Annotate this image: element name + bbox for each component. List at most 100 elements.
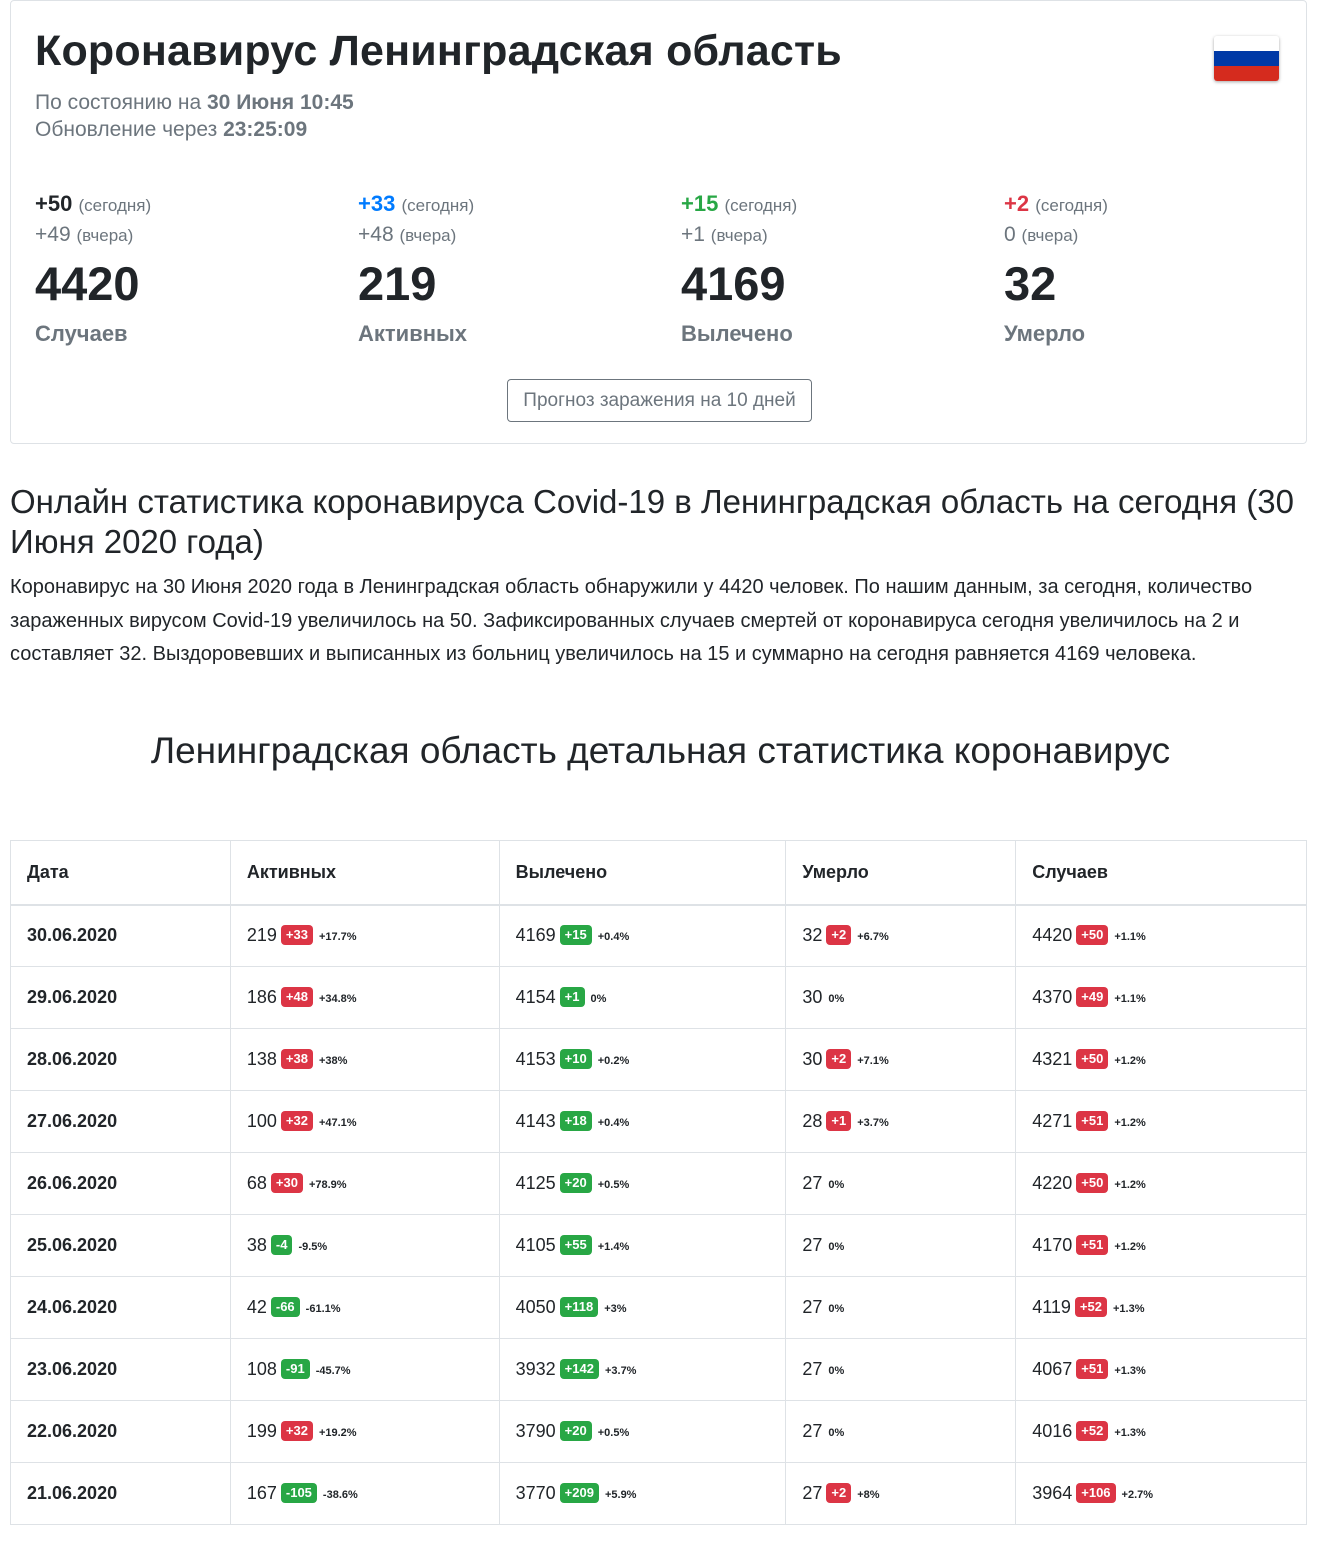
cell-value: 30 <box>802 1049 823 1069</box>
delta-badge: +209 <box>559 1483 599 1503</box>
percent-change: +3.7% <box>604 1365 637 1377</box>
cell-active: 42 -66 -61.1% <box>229 1276 500 1339</box>
percent-change: 0% <box>828 1241 845 1253</box>
percent-change: +5.9% <box>604 1489 637 1501</box>
delta-badge: +38 <box>280 1049 313 1069</box>
percent-change: +78.9% <box>308 1179 347 1191</box>
cell-value: 4271 <box>1032 1111 1073 1131</box>
stat-total: 32 <box>1004 257 1057 310</box>
delta-badge: +32 <box>280 1111 313 1131</box>
table-row: 22.06.2020 199 +32 +19.2% 3790 +20 +0.5% 27 0% 40… <box>10 1400 1307 1463</box>
cell-deaths: 27 +2 +8% <box>785 1462 1017 1525</box>
stat-yesterday: +49 <box>35 223 71 246</box>
percent-change: +1.3% <box>1112 1303 1145 1315</box>
cell-cases: 3964 +106 +2.7% <box>1015 1462 1307 1525</box>
cell-deaths: 27 0% <box>785 1214 1017 1277</box>
percent-change: +1.2% <box>1114 1241 1146 1253</box>
stat-today-label: (сегодня) <box>1035 196 1108 215</box>
delta-badge: +30 <box>270 1173 303 1193</box>
stat-yesterday-label: (вчера) <box>76 226 134 245</box>
percent-change: 0% <box>828 1303 845 1315</box>
stat-label: Активных <box>358 321 468 346</box>
percent-change: +3% <box>604 1303 627 1315</box>
cell-value: 4119 <box>1032 1297 1071 1317</box>
cell-value: 4143 <box>515 1111 556 1131</box>
percent-change: +0.5% <box>597 1179 630 1191</box>
cell-value: 219 <box>246 925 277 946</box>
percent-change: +17.7% <box>318 931 357 944</box>
stat-label: Случаев <box>35 321 128 346</box>
percent-change: 0% <box>828 1179 845 1191</box>
percent-change: +8% <box>857 1489 880 1501</box>
percent-change: +1.3% <box>1114 1365 1146 1377</box>
delta-badge: +2 <box>826 925 852 946</box>
cell-value: 30 <box>802 987 823 1007</box>
delta-badge: +33 <box>280 925 313 946</box>
percent-change: -38.6% <box>322 1489 358 1501</box>
stats-table: Дата Активных Вылечено Умерло Случаев 30… <box>10 840 1307 1525</box>
delta-badge: +2 <box>826 1483 852 1503</box>
cell-value: 3932 <box>515 1359 556 1379</box>
delta-badge: +2 <box>826 1049 852 1069</box>
cell-value: 27 <box>802 1421 823 1441</box>
percent-change: +1.2% <box>1114 1179 1146 1191</box>
cell-value: 32 <box>802 925 823 946</box>
stat-label: Умерло <box>1004 321 1086 346</box>
percent-change: +47.1% <box>318 1117 357 1129</box>
cell-value: 199 <box>246 1421 277 1441</box>
delta-badge: +50 <box>1076 1049 1109 1069</box>
percent-change: +2.7% <box>1121 1489 1154 1501</box>
cell-cases: 4119 +52 +1.3% <box>1015 1276 1307 1339</box>
cell-value: 27 <box>802 1173 823 1193</box>
header-recovered: Вылечено <box>498 840 787 906</box>
delta-badge: +52 <box>1074 1297 1107 1317</box>
stat-today-label: (сегодня) <box>78 196 152 215</box>
cell-value: 167 <box>246 1483 277 1503</box>
table-row: 29.06.2020 186 +48 +34.8% 4154 +1 0% 30 0% 4370 +4… <box>10 966 1307 1029</box>
cell-deaths: 27 0% <box>785 1152 1017 1215</box>
cell-date: 29.06.2020 <box>10 966 231 1029</box>
header-deaths: Умерло <box>785 840 1017 906</box>
cell-date: 23.06.2020 <box>10 1338 231 1401</box>
delta-badge: +48 <box>280 987 313 1007</box>
delta-badge: +20 <box>559 1173 592 1193</box>
cell-value: 4105 <box>515 1235 556 1255</box>
percent-change: -45.7% <box>315 1365 351 1377</box>
cell-value: 27 <box>802 1235 823 1255</box>
stat-deaths: +2 (сегодня) 0 (вчера) 32 Умерло <box>1004 191 1304 347</box>
cell-deaths: 27 0% <box>785 1276 1017 1339</box>
delta-badge: +106 <box>1076 1483 1116 1503</box>
cell-value: 27 <box>802 1297 823 1317</box>
table-title: Ленинградская область детальная статисти… <box>150 730 1171 771</box>
delta-badge: +52 <box>1076 1421 1109 1441</box>
delta-badge: +18 <box>559 1111 592 1131</box>
cell-cases: 4420 +50 +1.1% <box>1015 904 1307 967</box>
cell-value: 4170 <box>1032 1235 1073 1255</box>
stat-recovered: +15 (сегодня) +1 (вчера) 4169 Вылечено <box>681 191 981 347</box>
cell-date: 28.06.2020 <box>10 1028 231 1091</box>
percent-change: +19.2% <box>318 1427 357 1439</box>
cell-deaths: 30 +2 +7.1% <box>785 1028 1017 1091</box>
table-header-row: Дата Активных Вылечено Умерло Случаев <box>10 840 1307 906</box>
delta-badge: +142 <box>559 1359 599 1379</box>
cell-value: 4125 <box>515 1173 556 1193</box>
table-row: 28.06.2020 138 +38 +38% 4153 +10 +0.2% 30 +2 +7.1… <box>10 1028 1307 1091</box>
status-line: По состоянию на 30 Июня 10:45 <box>35 91 354 115</box>
delta-badge: +51 <box>1076 1235 1109 1255</box>
cell-active: 100 +32 +47.1% <box>229 1090 500 1153</box>
delta-badge: +20 <box>559 1421 592 1441</box>
stat-yesterday: +1 <box>681 223 705 246</box>
percent-change: +6.7% <box>857 931 889 944</box>
cell-value: 4220 <box>1032 1173 1073 1193</box>
cell-value: 3790 <box>515 1421 556 1441</box>
delta-badge: +118 <box>559 1297 599 1317</box>
percent-change: -9.5% <box>298 1241 328 1253</box>
stat-total: 4420 <box>35 257 140 310</box>
cell-value: 68 <box>246 1173 267 1193</box>
table-body: 30.06.2020 219 +33 +17.7% 4169 +15 +0.4% 32 +2 +6… <box>10 904 1307 1525</box>
percent-change: 0% <box>828 1427 845 1439</box>
cell-value: 100 <box>246 1111 277 1131</box>
stat-today-label: (сегодня) <box>724 196 798 215</box>
forecast-button[interactable]: Прогноз заражения на 10 дней <box>507 379 812 422</box>
percent-change: +1.3% <box>1114 1427 1146 1439</box>
